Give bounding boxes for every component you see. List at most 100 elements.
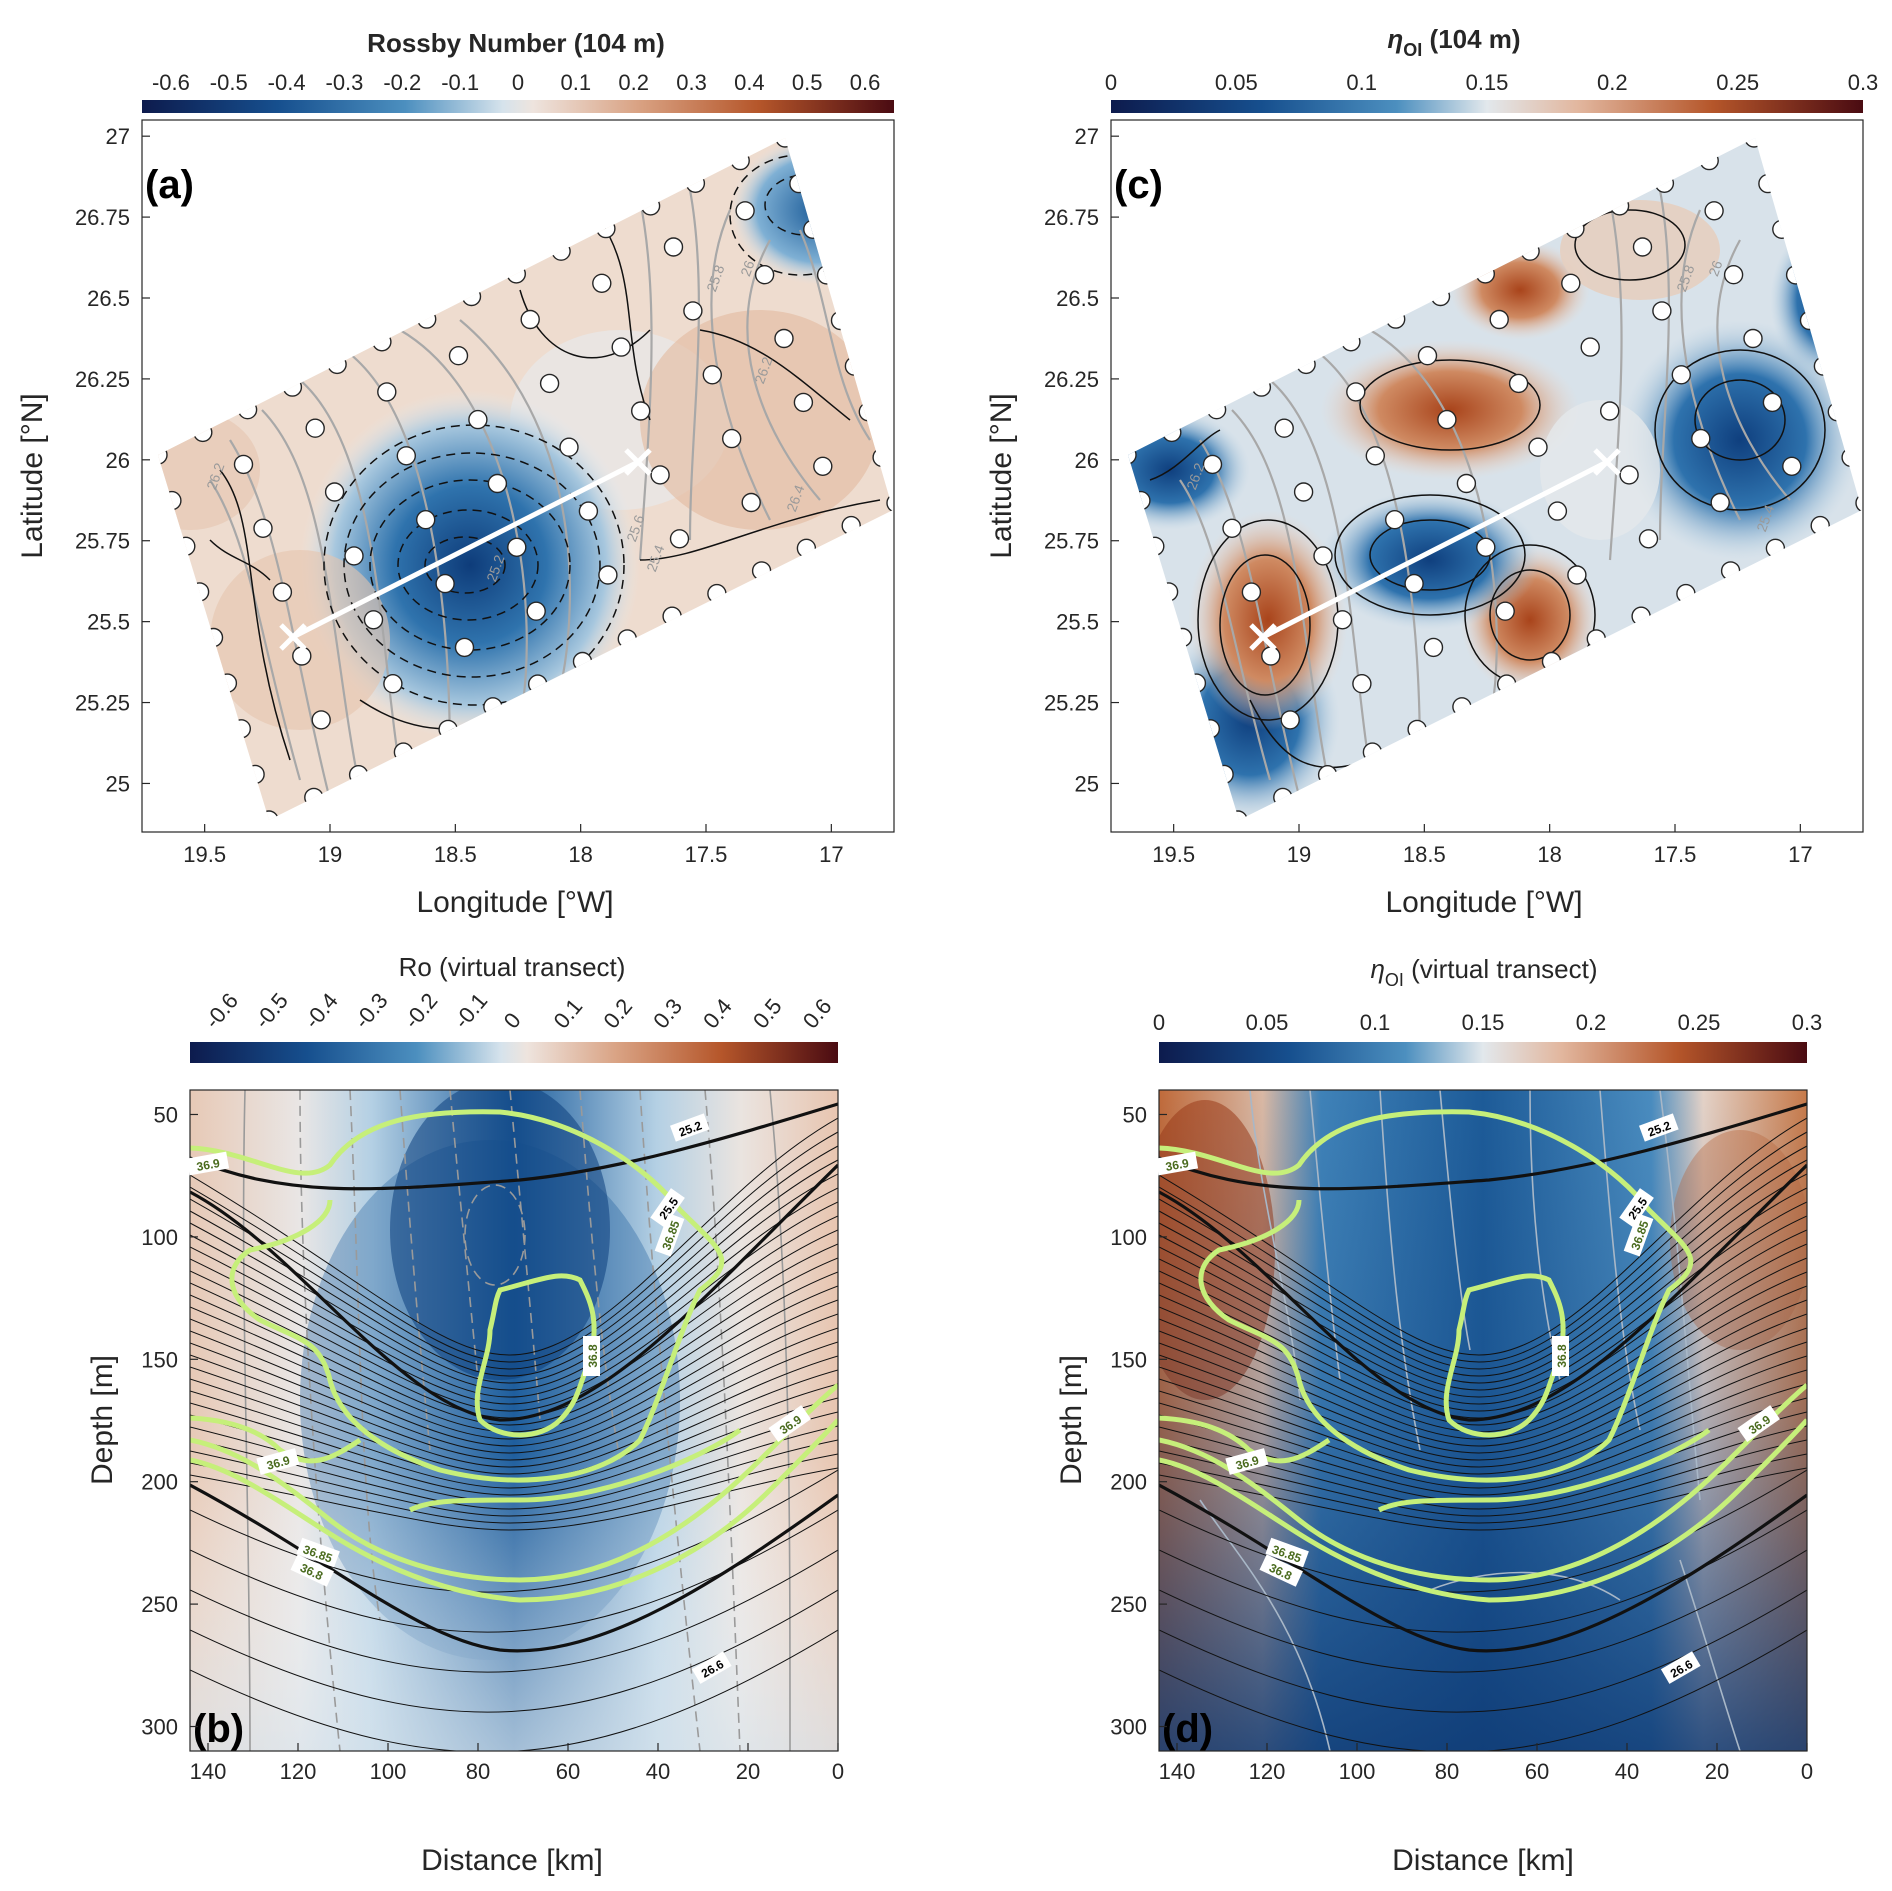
station-marker (650, 465, 670, 485)
x-axis-label-c: Longitude [°W] (1385, 886, 1582, 919)
colorbar-tick-label: 0.15 (1466, 70, 1509, 95)
isopycnal-line (1159, 1159, 1807, 1377)
colorbar-tick-label: 0.1 (1346, 70, 1377, 95)
station-marker (1528, 437, 1548, 457)
y-tick-label: 200 (141, 1470, 178, 1495)
colorbar-tick-label: 0.6 (798, 994, 837, 1034)
station-marker (1580, 337, 1600, 357)
station-marker (1365, 446, 1386, 466)
station-marker (507, 537, 527, 557)
isopycnal-25.5-d (1159, 1163, 1807, 1422)
y-tick-label: 100 (141, 1225, 178, 1250)
isopycnal-line (190, 1383, 838, 1489)
isopycnal-line (1159, 1425, 1807, 1510)
station-marker (520, 309, 540, 330)
station-marker (1404, 573, 1424, 594)
station-marker (722, 428, 742, 449)
station-marker (1423, 637, 1444, 658)
salinity-label-text: 36.9 (265, 1453, 291, 1473)
colorbar-tick-label: 0.25 (1716, 70, 1759, 95)
isopycnal-line (1159, 1327, 1807, 1461)
station-marker (1691, 428, 1711, 449)
x-tick-label: 0 (1801, 1759, 1813, 1784)
y-tick-label: 26 (1075, 448, 1099, 473)
salinity-label: 36.9 (186, 1151, 230, 1176)
transect-end-marker-c (1593, 448, 1621, 476)
x-tick-label: 18 (568, 842, 592, 867)
station-marker (611, 337, 631, 357)
station-marker (416, 510, 436, 530)
x-axis-label-d: Distance [km] (1392, 1844, 1574, 1877)
y-tick-label: 50 (1123, 1102, 1147, 1127)
y-ticks-b: 50 100 150 200 250 300 (141, 1102, 198, 1740)
station-marker (631, 401, 651, 421)
station-marker (1352, 674, 1372, 694)
station-marker (702, 365, 722, 385)
colorbar-tick-label: 0.3 (648, 994, 687, 1034)
axes-b (189, 1089, 839, 1752)
label-background (1155, 1151, 1199, 1176)
station-marker (741, 492, 761, 513)
title-b: Ro (virtual transect) (399, 952, 626, 982)
station-marker (1293, 482, 1314, 502)
station-marker (1274, 418, 1294, 438)
station-marker (396, 446, 416, 466)
x-axis-label-a: Longitude [°W] (416, 886, 613, 919)
colorbar-tick-label: 0.25 (1678, 1010, 1721, 1035)
station-marker (292, 646, 312, 666)
x-tick-label: 0 (832, 1759, 844, 1784)
y-tick-label: 50 (154, 1102, 178, 1127)
isopycnal-line (1159, 1173, 1807, 1384)
isopycnal-line (1159, 1355, 1807, 1475)
isopycnal-line (190, 1173, 838, 1384)
isopycnal-line (190, 1453, 838, 1524)
label-background (1225, 1448, 1269, 1475)
x-tick-label: 19 (318, 842, 342, 867)
station-marker (1495, 601, 1515, 621)
isopycnal-line (190, 1215, 838, 1405)
map-contour-label: 26 (1705, 258, 1725, 278)
colorbar-tick-label: 0.4 (698, 994, 737, 1034)
station-marker (1567, 565, 1587, 585)
salinity-label-text: 36.8 (1555, 1344, 1569, 1368)
isopycnal-line (190, 1201, 838, 1398)
isopycnal-line (1159, 1453, 1807, 1524)
colorbar-tick-label: 0 (1153, 1010, 1165, 1035)
colorbar-tick-label: 0.3 (676, 70, 707, 95)
isopycnal-line (1159, 1439, 1807, 1517)
isopycnal-line (190, 1589, 838, 1713)
colorbar-tick-label: -0.3 (326, 70, 364, 95)
colorbar-c-ticks: 0 0.05 0.1 0.15 0.2 0.25 0.3 (1105, 70, 1878, 95)
isopycnal-line (190, 1117, 838, 1356)
station-marker (1652, 301, 1672, 321)
y-tick-label: 27 (1075, 124, 1099, 149)
panel-c: ηOI (104 m) 0 0.05 0.1 0.15 0.2 0.25 0.3 (985, 24, 1878, 919)
y-axis-label-b: Depth [m] (86, 1355, 119, 1485)
y-ticks-d: 50 100 150 200 250 300 (1110, 1102, 1167, 1740)
isopycnal-line (190, 1549, 838, 1673)
station-marker (1261, 646, 1281, 666)
y-tick-label: 300 (1110, 1715, 1147, 1740)
station-marker (1632, 237, 1653, 257)
colorbar-tick-label: -0.2 (399, 988, 443, 1033)
station-marker (1743, 328, 1763, 349)
isopycnal-line (190, 1159, 838, 1377)
colorbar-tick-label: 0.1 (1360, 1010, 1391, 1035)
y-tick-label: 25.5 (87, 610, 130, 635)
station-marker (305, 418, 325, 438)
isopycnal-line (1159, 1117, 1807, 1356)
y-tick-label: 25 (106, 771, 130, 796)
y-ticks-c: 27 26.75 26.5 26.25 26 25.75 25.5 25.25 25 (1044, 124, 1119, 796)
salinity-label-text: 36.9 (195, 1156, 221, 1174)
x-tick-label: 60 (556, 1759, 580, 1784)
colorbar-tick-label: -0.6 (152, 70, 190, 95)
y-tick-label: 26.75 (75, 205, 130, 230)
colorbar-tick-label: -0.6 (200, 988, 244, 1033)
x-axis-label-b: Distance [km] (421, 1844, 603, 1877)
station-marker (1710, 492, 1730, 513)
panel-label-c: (c) (1114, 163, 1163, 207)
label-background (1660, 1651, 1701, 1684)
station-marker (1508, 373, 1529, 394)
station-marker (1313, 546, 1333, 566)
station-marker (233, 454, 254, 475)
